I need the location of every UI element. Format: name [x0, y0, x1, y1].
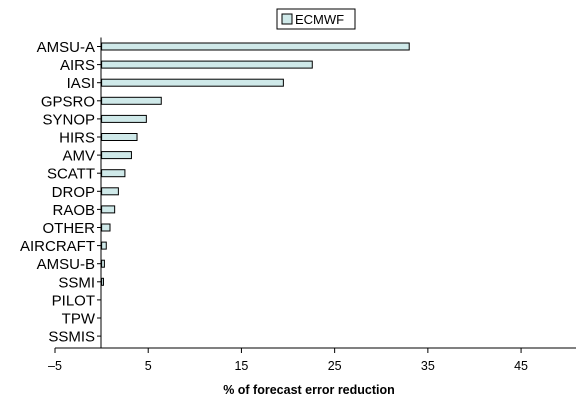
bar-airs — [101, 60, 313, 69]
category-label: HIRS — [59, 130, 95, 147]
category-label: IASI — [67, 75, 95, 92]
bar-drop — [101, 187, 119, 196]
category-label: PILOT — [52, 292, 95, 309]
category-label: OTHER — [43, 220, 96, 237]
bar-amv — [101, 151, 132, 160]
category-label: AMSU-A — [37, 39, 95, 56]
x-tick-label: 5 — [145, 359, 152, 373]
x-axis: –5 5 15 25 35 45 — [48, 347, 576, 373]
bar-scatt — [101, 169, 126, 178]
bar-iasi — [101, 78, 284, 87]
legend-box — [276, 8, 356, 30]
category-label: SCATT — [47, 166, 95, 183]
bar-ssmi — [101, 277, 104, 286]
bar-aircraft — [101, 241, 107, 250]
category-label: GPSRO — [41, 93, 95, 110]
category-label: AMV — [62, 148, 95, 165]
bar-gpsro — [101, 96, 162, 105]
category-label: SSMI — [58, 274, 95, 291]
legend-swatch — [281, 13, 293, 25]
x-tick-label: –5 — [48, 359, 62, 373]
bar-raob — [101, 205, 116, 214]
category-label: AIRS — [60, 57, 95, 74]
x-tick-label: 35 — [421, 359, 435, 373]
category-label: SSMIS — [48, 329, 95, 346]
bar-other — [101, 223, 111, 232]
x-tick-label: 15 — [234, 359, 248, 373]
category-label: TPW — [62, 311, 96, 328]
category-label: RAOB — [52, 202, 95, 219]
x-tick-label: 25 — [328, 359, 342, 373]
category-label: AIRCRAFT — [20, 238, 95, 255]
category-label: DROP — [52, 184, 95, 201]
bar-amsu-b — [101, 259, 105, 268]
bar-synop — [101, 114, 147, 123]
category-label: AMSU-B — [37, 256, 95, 273]
bar-hirs — [101, 133, 138, 141]
bars — [101, 42, 410, 286]
legend-label: ECMWF — [295, 12, 344, 27]
x-axis-label: % of forecast error reduction — [223, 383, 395, 397]
bar-amsu-a — [101, 42, 410, 51]
legend: ECMWF — [276, 8, 356, 30]
category-label: SYNOP — [42, 111, 95, 128]
x-tick-label: 45 — [514, 359, 528, 373]
